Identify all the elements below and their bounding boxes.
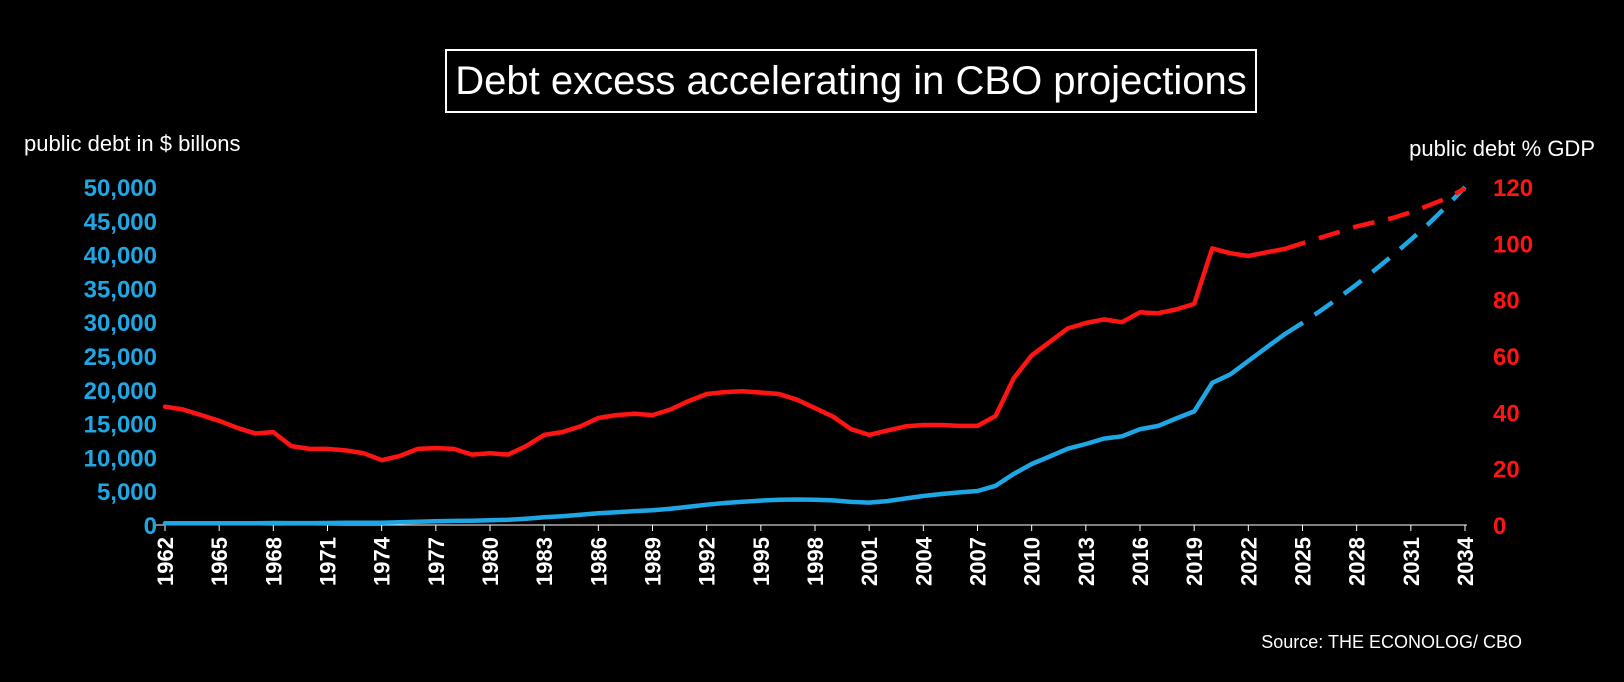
x-tick-label: 1983 (532, 537, 557, 586)
x-tick-label: 2001 (857, 537, 882, 586)
right-tick-label: 40 (1493, 400, 1520, 427)
x-tick-label: 1989 (641, 537, 666, 586)
left-axis-title: public debt in $ billons (24, 131, 240, 156)
x-axis-ticks: 1962 1965 1968 1971 1974 1977 1980 1983 1986 1989… (153, 525, 1478, 586)
right-tick-label: 100 (1493, 231, 1533, 258)
debt-pct-gdp-projected-line (1283, 186, 1467, 252)
debt-billions-projected-line (1283, 185, 1467, 337)
right-axis-ticks: 120 100 80 60 40 20 0 (1493, 175, 1533, 540)
x-tick-label: 1962 (153, 537, 178, 586)
x-tick-label: 2004 (911, 536, 936, 586)
right-tick-label: 0 (1493, 513, 1506, 540)
x-tick-label: 1986 (586, 537, 611, 586)
x-tick-label: 2028 (1345, 537, 1370, 586)
left-tick-label: 40,000 (84, 243, 157, 270)
left-tick-label: 45,000 (84, 209, 157, 236)
debt-billions-actual-line (162, 332, 1287, 526)
right-tick-label: 80 (1493, 288, 1520, 315)
series-lines (162, 185, 1467, 526)
x-tick-label: 2007 (966, 537, 991, 586)
title-frame (445, 49, 1257, 113)
right-tick-label: 120 (1493, 175, 1533, 202)
left-tick-label: 30,000 (84, 310, 157, 337)
x-tick-label: 2010 (1020, 537, 1045, 586)
x-tick-label: 1995 (749, 537, 774, 586)
x-tick-label: 1980 (478, 537, 503, 586)
x-tick-label: 2034 (1453, 536, 1478, 586)
right-tick-label: 20 (1493, 457, 1520, 484)
left-tick-label: 20,000 (84, 378, 157, 405)
x-tick-label: 1977 (424, 537, 449, 586)
x-tick-label: 1971 (316, 537, 341, 586)
debt-pct-gdp-actual-line (162, 246, 1287, 463)
x-tick-label: 1965 (207, 537, 232, 586)
left-tick-label: 15,000 (84, 412, 157, 439)
left-axis-ticks: 50,000 45,000 40,000 35,000 30,000 25,000 20,0… (84, 175, 157, 540)
right-tick-label: 60 (1493, 344, 1520, 371)
left-tick-label: 50,000 (84, 175, 157, 202)
x-tick-label: 1992 (695, 537, 720, 586)
left-tick-label: 25,000 (84, 344, 157, 371)
x-tick-label: 1998 (803, 537, 828, 586)
x-tick-label: 2031 (1399, 537, 1424, 586)
x-tick-label: 2022 (1236, 537, 1261, 586)
x-tick-label: 2016 (1128, 537, 1153, 586)
left-tick-label: 0 (144, 513, 157, 540)
left-tick-label: 35,000 (84, 276, 157, 303)
x-tick-label: 2019 (1182, 537, 1207, 586)
x-tick-label: 2013 (1074, 537, 1099, 586)
x-tick-label: 2025 (1291, 537, 1316, 586)
x-tick-label: 1974 (370, 536, 395, 586)
x-tick-label: 1968 (261, 537, 286, 586)
source-note: Source: THE ECONOLOG/ CBO (1261, 632, 1522, 652)
chart-title: Debt excess accelerating in CBO projecti… (455, 59, 1246, 103)
right-axis-title: public debt % GDP (1409, 136, 1595, 161)
left-tick-label: 5,000 (97, 479, 157, 506)
left-tick-label: 10,000 (84, 445, 157, 472)
